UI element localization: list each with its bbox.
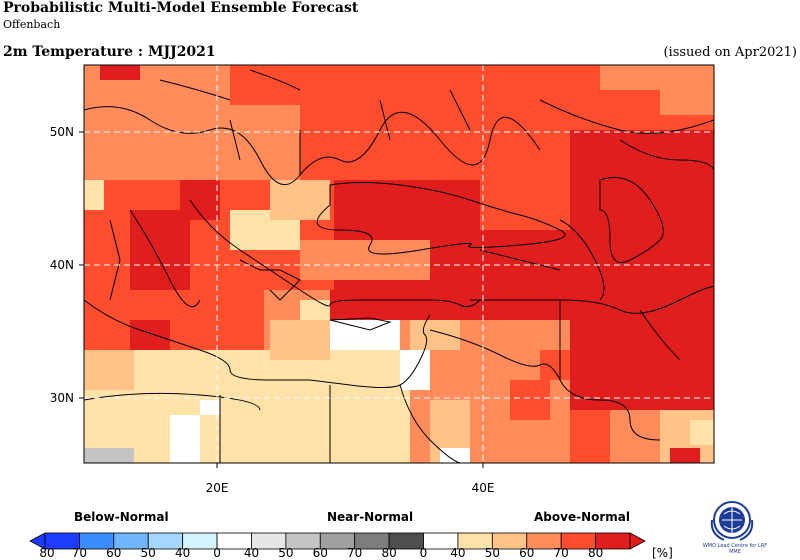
legend-above-normal: Above-Normal: [534, 510, 630, 524]
axis-ticks: [79, 131, 484, 468]
legend-near-normal: Near-Normal: [327, 510, 414, 524]
colorbar-tick-label: 70: [554, 546, 569, 560]
lon-label-20e: 20E: [206, 481, 229, 495]
map-frame: [83, 64, 715, 464]
lat-label-40n: 40N: [50, 258, 74, 272]
colorbar-right-arrow: [629, 532, 646, 550]
coastlines: [84, 69, 714, 463]
colorbar-tick-label: 70: [72, 546, 87, 560]
lon-label-40e: 40E: [472, 481, 495, 495]
colorbar-tick-label: 80: [588, 546, 603, 560]
probability-cells: [84, 65, 714, 463]
colorbar-tick-label: 50: [278, 546, 293, 560]
colorbar-tick-label: 0: [213, 546, 221, 560]
graticule: [84, 65, 714, 463]
colorbar-tick-label: 80: [39, 546, 54, 560]
colorbar-tick-label: 50: [141, 546, 156, 560]
colorbar-tick-label: 40: [450, 546, 465, 560]
logo-text: WMO Lead Centre for LRF MME: [702, 543, 768, 555]
colorbar-tick-label: 60: [313, 546, 328, 560]
map-title: Probabilistic Multi-Model Ensemble Forec…: [3, 0, 359, 16]
colorbar-tick-label: 50: [485, 546, 500, 560]
map-subtitle: Offenbach: [3, 18, 61, 31]
lat-label-50n: 50N: [50, 125, 74, 139]
issued-date: (issued on Apr2021): [663, 45, 797, 60]
colorbar-tick-label: 60: [106, 546, 121, 560]
colorbar-tick-label: 70: [347, 546, 362, 560]
colorbar-tick-label: 40: [175, 546, 190, 560]
variable-label: 2m Temperature : MJJ2021: [3, 44, 216, 60]
legend-below-normal: Below-Normal: [74, 510, 169, 524]
colorbar-tick-label: 0: [420, 546, 428, 560]
colorbar-tick-label: 40: [244, 546, 259, 560]
wmo-logo-icon: [710, 501, 754, 541]
colorbar-tick-label: 60: [519, 546, 534, 560]
colorbar-tick-label: 80: [381, 546, 396, 560]
lat-label-30n: 30N: [50, 391, 74, 405]
colorbar-unit: [%]: [652, 546, 673, 560]
colorbar: [29, 532, 646, 550]
